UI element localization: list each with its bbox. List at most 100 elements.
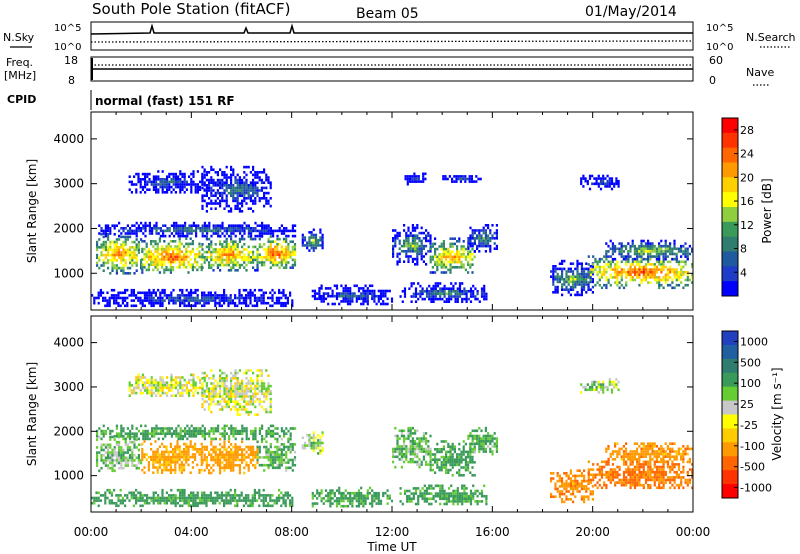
velocity-echo-region — [256, 437, 297, 472]
velocity-panel: 1000 2000 3000 4000 Slant Range [km] — [25, 315, 694, 513]
velocity-colorbar-segment — [722, 386, 738, 402]
power-data-layer — [91, 165, 694, 308]
power-colorbar-segment — [722, 221, 738, 238]
power-echo-region — [311, 284, 394, 306]
nsky-label: N.Sky — [3, 31, 35, 44]
velocity-echo-region — [580, 378, 620, 394]
power-colorbar-tick-label: 4 — [740, 266, 747, 279]
velocity-echo-region — [128, 373, 206, 397]
cpid-label: CPID — [7, 93, 36, 106]
power-colorbar-label: Power [dB] — [760, 178, 774, 243]
noise-tick-left-bottom: 10^0 — [54, 42, 81, 53]
velocity-colorbar-segment — [722, 331, 738, 346]
noise-strip: N.Sky 10^5 10^0 10^5 10^0 N.Search — [3, 21, 796, 53]
velocity-axes: 1000 2000 3000 4000 — [53, 316, 694, 512]
velocity-colorbar-segment — [722, 484, 738, 499]
velocity-echo-region — [311, 486, 394, 508]
velocity-echo-region — [201, 437, 259, 475]
power-colorbar-tick-label: 12 — [740, 219, 754, 232]
ytick-label: 1000 — [53, 469, 84, 483]
velocity-colorbar-tick-label: 1000 — [740, 335, 768, 348]
power-colorbar-segment — [722, 132, 738, 149]
ytick-label: 3000 — [53, 380, 84, 394]
velocity-echo-region — [467, 426, 498, 456]
xtick-label: 00:00 — [676, 525, 711, 539]
velocity-ylabel: Slant Range [km] — [25, 362, 39, 466]
power-echo-region — [256, 235, 297, 269]
noise-tick-right-bottom: 10^0 — [706, 42, 733, 53]
velocity-colorbar-tick-label: 25 — [740, 398, 754, 411]
power-colorbar-segment — [722, 162, 738, 178]
velocity-colorbar-segment — [722, 428, 738, 443]
station-title: South Pole Station (fitACF) — [92, 0, 290, 18]
power-colorbar-segment — [722, 192, 738, 208]
beam-label: Beam 05 — [356, 6, 419, 22]
nave-label: Nave — [746, 66, 774, 79]
power-panel: 1000 2000 3000 4000 Slant Range [km] — [25, 111, 694, 311]
velocity-echo-region — [96, 424, 297, 441]
velocity-echo-region — [96, 435, 143, 473]
freq-nave-strip: Freq. [MHz] 18 8 60 0 Nave — [4, 54, 774, 87]
velocity-colorbar-segment — [722, 344, 738, 360]
ytick-label: 2000 — [53, 424, 84, 438]
power-colorbar-segment — [722, 266, 738, 282]
velocity-colorbar-tick-label: -25 — [740, 419, 758, 432]
xtick-label: 00:00 — [74, 525, 109, 539]
power-echo-region — [442, 175, 482, 183]
power-colorbar-tick-label: 16 — [740, 195, 754, 208]
xtick-label: 16:00 — [475, 525, 510, 539]
power-colorbar-tick-label: 8 — [740, 243, 747, 256]
freq-label: Freq. — [6, 56, 33, 69]
xtick-label: 08:00 — [274, 525, 309, 539]
velocity-colorbar-segment — [722, 358, 738, 374]
power-echo-region — [399, 282, 488, 303]
velocity-colorbar-segment — [722, 470, 738, 485]
freq-tick-bottom: 8 — [68, 74, 75, 87]
velocity-colorbar-segment — [722, 442, 738, 457]
power-colorbar-segment — [722, 147, 738, 163]
power-colorbar-tick-label: 20 — [740, 171, 754, 184]
power-echo-region — [91, 288, 294, 308]
power-echo-region — [404, 172, 427, 186]
velocity-colorbar-label: Velocity [m s⁻¹] — [770, 367, 784, 460]
power-colorbar-segment — [722, 281, 738, 297]
time-axis-label: Time UT — [366, 540, 417, 554]
power-echo-region — [301, 228, 324, 252]
power-colorbar-tick-label: 28 — [740, 124, 754, 137]
power-echo-region — [467, 224, 498, 253]
velocity-colorbar: 1000 500 100 25 -25 -100 -500 -1000 — [721, 330, 772, 499]
time-axis: 00:00 04:00 08:00 12:00 16:00 20:00 00:00 — [74, 525, 711, 539]
xtick-label: 20:00 — [575, 525, 610, 539]
power-colorbar-tick-label: 24 — [740, 148, 754, 161]
velocity-colorbar-tick-label: -1000 — [740, 482, 772, 495]
power-colorbar-segment — [722, 207, 738, 223]
velocity-colorbar-segment — [722, 414, 738, 429]
ytick-label: 2000 — [53, 221, 84, 235]
power-echo-region — [141, 237, 203, 274]
nsky-trace — [90, 23, 693, 35]
ytick-label: 4000 — [53, 336, 84, 350]
power-colorbar-segment — [722, 118, 738, 134]
velocity-colorbar-segment — [722, 400, 738, 415]
ytick-label: 1000 — [53, 266, 84, 280]
power-colorbar: 4 8 12 16 20 24 28 — [721, 117, 754, 297]
xtick-label: 04:00 — [174, 525, 209, 539]
noise-tick-right-top: 10^5 — [706, 23, 733, 34]
power-colorbar-segment — [722, 177, 738, 193]
velocity-echo-region — [392, 426, 432, 469]
noise-tick-left-top: 10^5 — [54, 23, 81, 34]
velocity-colorbar-segment — [722, 456, 738, 471]
power-echo-region — [605, 239, 694, 261]
power-echo-region — [128, 170, 206, 194]
nsearch-label: N.Search — [746, 31, 796, 44]
freq-tick-top: 18 — [64, 54, 78, 67]
ytick-label: 3000 — [53, 177, 84, 191]
velocity-colorbar-tick-label: -500 — [740, 461, 765, 474]
cpid-value: normal (fast) 151 RF — [95, 94, 235, 108]
power-echo-region — [580, 174, 620, 191]
power-echo-region — [201, 165, 272, 213]
freq-unit-label: [MHz] — [4, 69, 36, 82]
power-echo-region — [392, 224, 432, 266]
nsearch-trace — [90, 40, 694, 43]
